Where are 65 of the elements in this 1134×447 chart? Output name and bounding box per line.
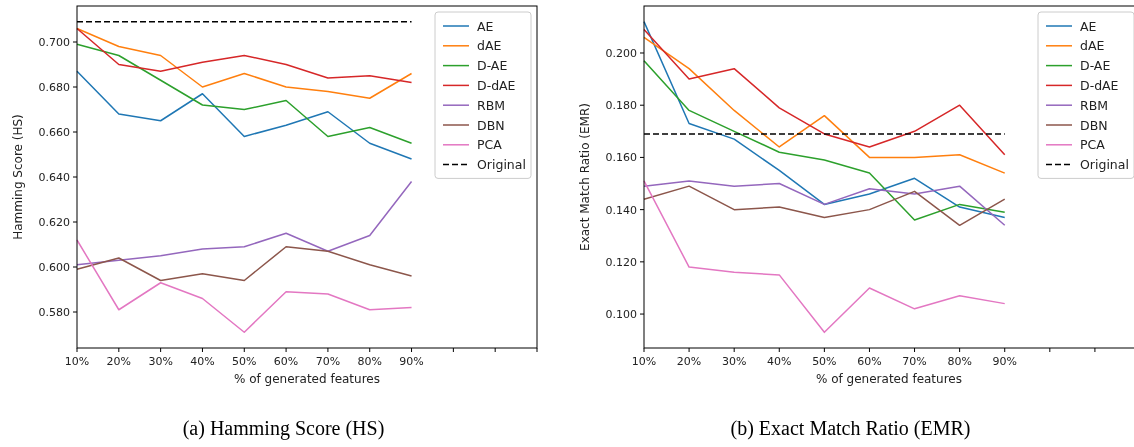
y-tick-label: 0.140: [605, 203, 637, 217]
x-tick-label: 60%: [857, 355, 882, 368]
x-axis-title: % of generated features: [816, 372, 962, 386]
y-axis-title: Exact Match Ratio (EMR): [578, 103, 592, 251]
text: (b) Exact Match Ratio (EMR): [730, 417, 971, 440]
x-tick-label: 50%: [232, 355, 257, 368]
legend-label: dAE: [1080, 38, 1105, 54]
legend-label: AE: [477, 18, 494, 34]
y-tick-label: 0.180: [605, 99, 637, 113]
x-tick-label: 50%: [812, 355, 837, 368]
legend-label: DBN: [477, 117, 505, 133]
y-tick-label: 0.640: [38, 171, 70, 184]
y-tick-label: 0.200: [605, 46, 637, 60]
legend-label: D-dAE: [477, 77, 516, 93]
x-tick-label: 20%: [676, 355, 702, 368]
x-tick-label: 10%: [64, 355, 90, 368]
legend-label: PCA: [477, 137, 503, 153]
legend-label: Original: [1080, 157, 1129, 173]
y-tick-label: 0.620: [38, 216, 70, 229]
y-tick-label: 0.580: [38, 306, 70, 319]
y-tick-label: 0.160: [605, 151, 637, 165]
line-series: [76, 27, 413, 84]
line-series: [76, 180, 413, 266]
legend-label: RBM: [1080, 97, 1109, 113]
legend-label: Original: [477, 157, 526, 173]
legend-label: D-dAE: [1080, 77, 1119, 93]
line-series: [643, 20, 1006, 219]
y-tick-label: 0.680: [38, 81, 70, 94]
line-series: [643, 60, 1006, 221]
y-tick-label: 0.120: [605, 255, 637, 269]
line-series: [643, 180, 1006, 334]
legend-label: AE: [1080, 18, 1097, 34]
x-tick-label: 40%: [190, 355, 215, 368]
line-series: [76, 246, 413, 282]
text: (a) Hamming Score (HS): [182, 417, 385, 440]
legend-label: DBN: [1080, 117, 1108, 133]
legend-label: D-AE: [477, 58, 508, 74]
x-tick-label: 80%: [357, 355, 382, 368]
y-tick-label: 0.700: [38, 36, 70, 49]
y-tick-label: 0.100: [605, 308, 637, 322]
x-tick-label: 90%: [992, 355, 1017, 368]
x-tick-label: 70%: [315, 355, 341, 368]
line-series: [76, 27, 413, 99]
y-tick-label: 0.600: [38, 261, 70, 274]
x-tick-label: 70%: [902, 355, 927, 368]
x-tick-label: 60%: [273, 355, 299, 368]
line-series: [643, 28, 1006, 156]
x-tick-label: 30%: [148, 355, 173, 368]
line-series: [76, 70, 413, 160]
x-tick-label: 90%: [399, 355, 424, 368]
line-series: [643, 36, 1006, 174]
x-tick-label: 40%: [767, 355, 792, 368]
legend-label: PCA: [1080, 137, 1106, 153]
line-series: [76, 239, 413, 333]
x-tick-label: 10%: [631, 355, 657, 368]
x-tick-label: 80%: [947, 355, 972, 368]
y-axis-title: Hamming Score (HS): [11, 114, 25, 240]
x-tick-label: 20%: [106, 355, 132, 368]
x-axis-title: % of generated features: [234, 372, 380, 386]
y-tick-label: 0.660: [38, 126, 70, 139]
legend-label: dAE: [477, 38, 502, 54]
legend-label: D-AE: [1080, 58, 1111, 74]
legend-label: RBM: [477, 97, 506, 113]
line-series: [76, 43, 413, 144]
x-tick-label: 30%: [721, 355, 747, 368]
